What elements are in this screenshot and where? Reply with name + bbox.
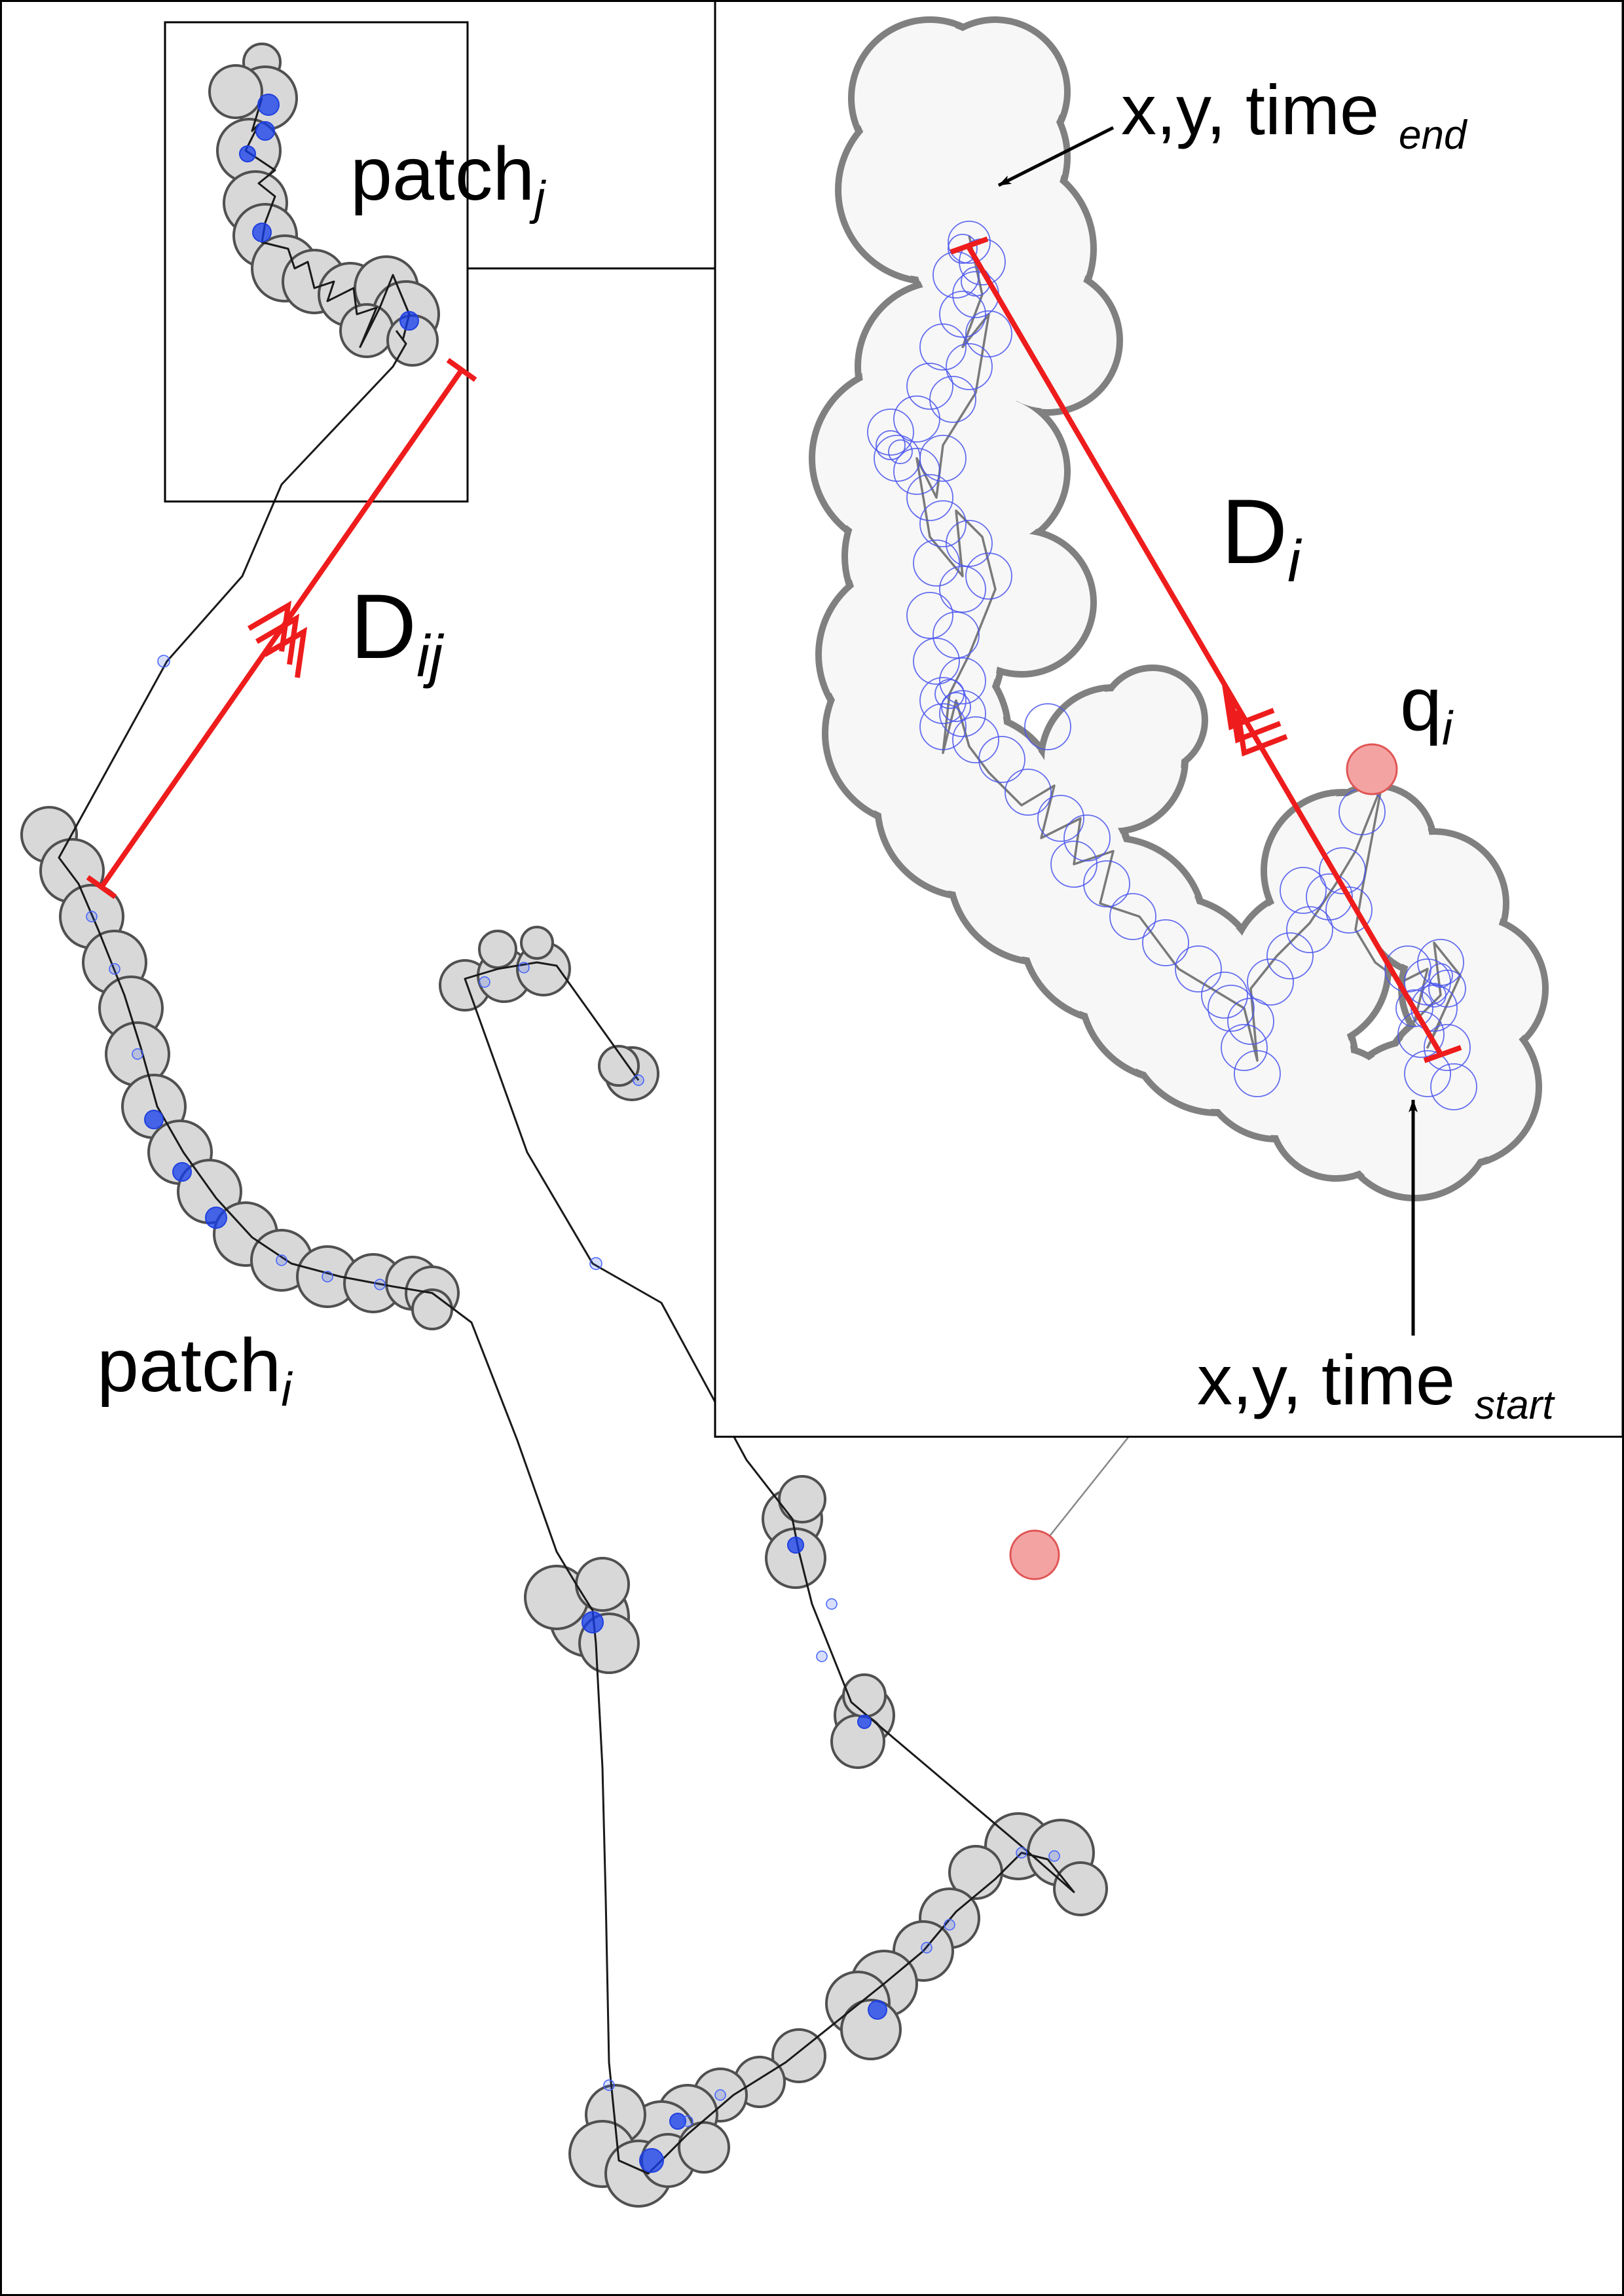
end-arrow bbox=[997, 126, 1115, 187]
patch-j-trajectory bbox=[244, 98, 411, 348]
patch-i-shape bbox=[20, 806, 460, 1330]
d-ij-label: Dij bbox=[350, 575, 445, 689]
inset-trajectory bbox=[915, 235, 1462, 1062]
patch-bottom-chain bbox=[568, 1812, 1108, 2208]
start-label: x,y, time start bbox=[1197, 1340, 1555, 1428]
q-i-inset-point bbox=[1346, 743, 1398, 795]
inset-fix-circles bbox=[867, 221, 1477, 1110]
q-i-label: qi bbox=[1400, 663, 1454, 755]
patch-j-label: patchj bbox=[350, 132, 546, 225]
main-map bbox=[20, 43, 1108, 2208]
patch-i-label: patchi bbox=[97, 1324, 293, 1416]
inset-panel bbox=[714, 0, 1624, 1438]
end-label: x,y, time end bbox=[1121, 70, 1468, 158]
d-ij-distance-line bbox=[86, 357, 477, 900]
main-trajectory bbox=[58, 330, 1075, 2175]
patch-middle bbox=[524, 1557, 640, 1674]
patch-j-zoom-box bbox=[164, 21, 469, 503]
d-i-label: Di bbox=[1221, 480, 1302, 594]
d-i-distance-line bbox=[950, 236, 1462, 1063]
main-fix-points bbox=[86, 94, 1060, 2173]
patch-top-center bbox=[439, 926, 571, 1011]
patch-small-right bbox=[598, 1045, 659, 1101]
q-i-main-point bbox=[1009, 1529, 1060, 1580]
inset-patch-fill bbox=[816, 24, 1541, 1194]
